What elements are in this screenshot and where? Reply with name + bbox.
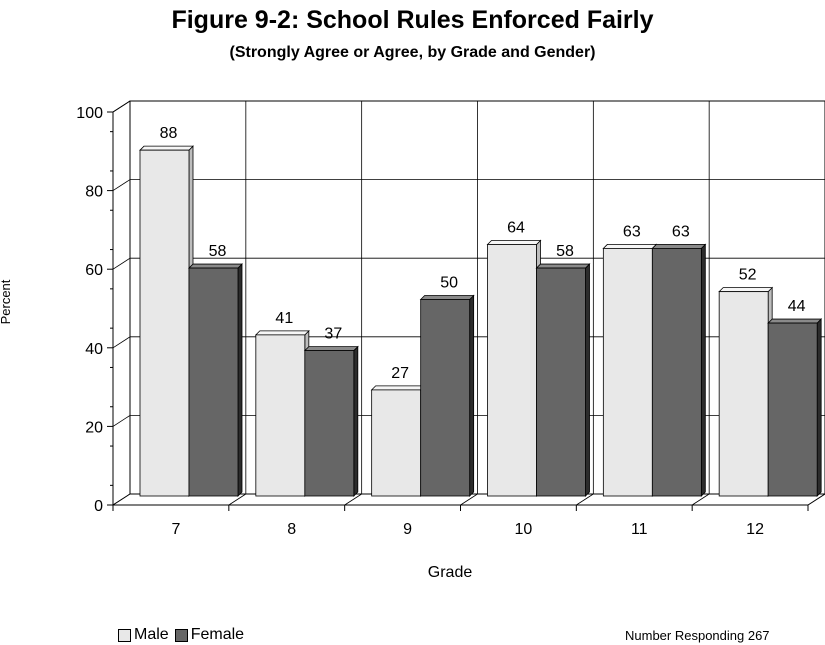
legend-item-female: Female: [174, 626, 245, 644]
legend: Male Female: [118, 626, 250, 644]
bar-top: [419, 295, 475, 300]
y-tick-label: 100: [76, 105, 103, 122]
side-gridline: [112, 257, 131, 270]
bar-male-7: 88: [139, 125, 194, 497]
bar-side: [237, 263, 243, 497]
bar-side: [353, 345, 359, 497]
bar-face: [304, 350, 355, 497]
data-label: 41: [275, 310, 293, 327]
bar-top: [303, 346, 359, 351]
bars: 88 41 27 64 63 52 58 37 50 58 63 44: [139, 125, 823, 497]
bar-side: [816, 318, 822, 497]
floor-divider: [228, 493, 247, 506]
bar-male-10: 64: [486, 219, 542, 497]
bar-top: [370, 385, 426, 391]
x-axis-label: Grade: [428, 564, 473, 581]
y-tick-label: 20: [85, 419, 103, 436]
data-label: 50: [440, 275, 458, 292]
bar-top: [486, 240, 542, 245]
bar-female-8: 37: [303, 326, 359, 497]
bar-side: [700, 243, 706, 497]
bar-face: [139, 149, 190, 497]
data-label: 58: [209, 243, 227, 260]
data-label: 58: [556, 243, 574, 260]
bar-male-12: 52: [718, 267, 774, 497]
bar-top: [188, 263, 243, 269]
side-gridline: [112, 336, 131, 349]
bar-top: [139, 145, 194, 151]
floor-divider: [576, 493, 594, 506]
bar-female-9: 50: [419, 275, 475, 497]
legend-label-male: Male: [134, 626, 169, 643]
data-label: 64: [507, 219, 525, 236]
floor-divider: [691, 493, 710, 506]
bar-side: [469, 294, 475, 497]
bar-face: [651, 248, 702, 497]
bar-male-11: 63: [602, 223, 658, 497]
bar-face: [718, 291, 769, 497]
bar-top: [718, 287, 774, 293]
y-axis-label: Percent: [0, 279, 13, 324]
grid-lines: [111, 100, 825, 506]
data-label: 63: [672, 223, 690, 240]
x-tick-label: 7: [171, 521, 180, 538]
data-label: 63: [623, 223, 641, 240]
bar-female-12: 44: [767, 298, 823, 497]
floor-divider: [460, 493, 478, 506]
side-gridline: [112, 179, 131, 191]
bar-side: [585, 263, 590, 497]
x-tick-label: 11: [631, 521, 648, 538]
bar-face: [188, 267, 239, 497]
data-label: 52: [739, 267, 757, 284]
data-label: 27: [391, 365, 409, 382]
bar-female-10: 58: [535, 243, 591, 497]
legend-item-male: Male: [118, 626, 169, 644]
bar-top: [535, 263, 591, 269]
bar-face: [371, 389, 422, 497]
y-tick-label: 0: [94, 498, 103, 515]
bar-male-8: 41: [254, 310, 310, 497]
floor-divider: [344, 493, 362, 506]
x-tick-label: 8: [287, 521, 296, 538]
side-gridline: [112, 415, 131, 427]
bar-face: [255, 334, 306, 497]
y-axis-top: [112, 100, 131, 113]
axes: 0 20 40 60 80 100 7 8 9 10 11 12: [76, 100, 809, 538]
legend-swatch-male: [118, 628, 131, 642]
bar-top: [651, 244, 707, 249]
bar-face: [536, 267, 586, 497]
y-tick-label: 60: [85, 262, 103, 279]
y-tick-label: 80: [85, 184, 103, 201]
bar-face: [767, 322, 818, 497]
chart-title: Figure 9-2: School Rules Enforced Fairly: [171, 6, 654, 34]
bar-top: [767, 318, 823, 324]
data-label: 44: [788, 298, 806, 315]
x-tick-label: 9: [403, 521, 412, 538]
bar-face: [420, 299, 471, 497]
bar-face: [487, 244, 537, 497]
data-label: 37: [324, 326, 342, 343]
legend-swatch-female: [174, 628, 188, 642]
bar-top: [254, 330, 310, 336]
bar-female-11: 63: [651, 223, 707, 497]
number-responding-note: Number Responding 267: [625, 628, 770, 643]
data-label: 88: [160, 125, 178, 142]
bar-face: [602, 248, 653, 497]
chart-subtitle: (Strongly Agree or Agree, by Grade and G…: [229, 44, 596, 61]
x-tick-label: 12: [746, 521, 764, 538]
y-tick-label: 40: [85, 341, 103, 358]
bar-top: [602, 244, 658, 249]
bar-female-7: 58: [188, 243, 243, 497]
x-tick-label: 10: [515, 521, 533, 538]
legend-label-female: Female: [190, 626, 245, 643]
